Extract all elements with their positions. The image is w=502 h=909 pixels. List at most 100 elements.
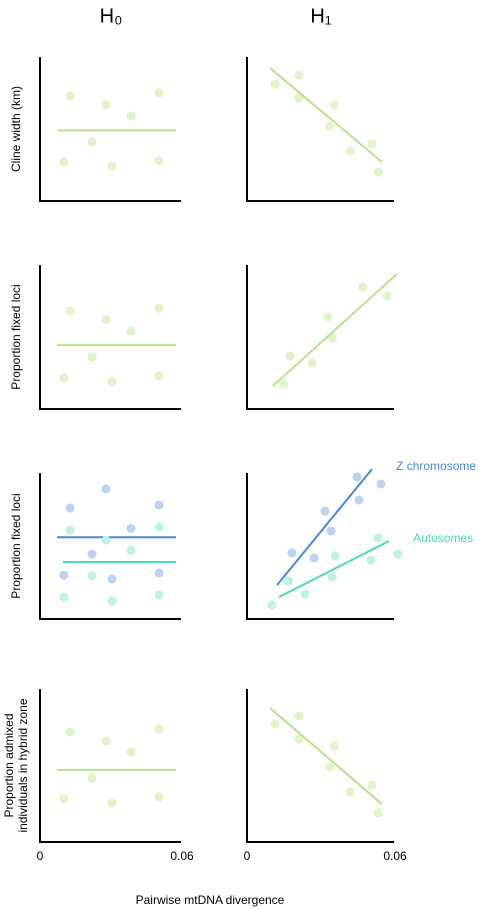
data-point: [376, 479, 386, 489]
data-point: [325, 762, 335, 772]
x-tick-label: 0: [37, 849, 44, 863]
data-point: [329, 100, 339, 110]
y-axis-label: Cline width (km): [9, 86, 23, 172]
data-point: [270, 719, 280, 729]
data-point: [154, 568, 164, 578]
data-point: [367, 780, 377, 790]
data-point: [107, 574, 117, 584]
data-point: [154, 724, 164, 734]
data-point: [330, 551, 340, 561]
panel-title: H₁: [310, 5, 331, 27]
x-tick-label: 0.06: [383, 849, 407, 863]
data-point: [65, 503, 75, 513]
data-point: [345, 787, 355, 797]
data-point: [270, 79, 280, 89]
data-point: [307, 358, 317, 368]
data-point: [294, 734, 304, 744]
x-tick-label: 0.06: [170, 849, 194, 863]
axis: [246, 473, 394, 620]
series-label: Z chromosome: [396, 459, 476, 473]
data-point: [59, 592, 69, 602]
data-point: [154, 590, 164, 600]
fit-line: [276, 468, 373, 586]
axis: [246, 689, 394, 843]
data-point: [126, 111, 136, 121]
data-point: [294, 93, 304, 103]
data-point: [329, 741, 339, 751]
data-point: [126, 747, 136, 757]
fit-line: [269, 67, 383, 163]
data-point: [59, 794, 69, 804]
data-point: [373, 533, 383, 543]
x-tick-label: 0: [244, 849, 251, 863]
data-point: [309, 553, 319, 563]
axis: [246, 265, 394, 410]
data-point: [367, 139, 377, 149]
data-point: [327, 572, 337, 582]
data-point: [101, 100, 111, 110]
data-point: [345, 146, 355, 156]
panel-title: H₀: [100, 5, 123, 27]
data-point: [267, 600, 277, 610]
data-point: [285, 351, 295, 361]
data-point: [126, 545, 136, 555]
data-point: [101, 315, 111, 325]
data-point: [154, 303, 164, 313]
data-point: [154, 792, 164, 802]
data-point: [326, 526, 336, 536]
data-point: [154, 500, 164, 510]
y-axis-label: Proportion admixed: [2, 713, 16, 817]
y-axis-label: individuals in hybrid zone: [16, 698, 30, 832]
data-point: [154, 88, 164, 98]
axis: [246, 57, 394, 202]
data-point: [87, 571, 97, 581]
data-point: [300, 589, 310, 599]
y-axis-label: Proportion fixed loci: [9, 284, 23, 389]
data-point: [323, 312, 333, 322]
data-point: [101, 736, 111, 746]
data-point: [65, 306, 75, 316]
data-point: [126, 523, 136, 533]
data-point: [87, 352, 97, 362]
data-point: [282, 576, 292, 586]
data-point: [126, 326, 136, 336]
data-point: [107, 161, 117, 171]
data-point: [87, 773, 97, 783]
data-point: [107, 596, 117, 606]
data-point: [154, 156, 164, 166]
data-point: [279, 379, 289, 389]
data-point: [287, 548, 297, 558]
data-point: [354, 495, 364, 505]
axis: [39, 265, 181, 410]
data-point: [352, 472, 362, 482]
y-axis-label: Proportion fixed loci: [9, 493, 23, 598]
data-point: [107, 798, 117, 808]
fit-line: [272, 273, 398, 387]
series-label: Autosomes: [413, 531, 473, 545]
data-point: [65, 525, 75, 535]
x-axis-label: Pairwise mtDNA divergence: [136, 893, 285, 907]
data-point: [101, 535, 111, 545]
data-point: [107, 377, 117, 387]
fit-line: [269, 707, 383, 805]
data-point: [294, 70, 304, 80]
data-point: [373, 167, 383, 177]
axis: [39, 473, 181, 620]
data-point: [320, 506, 330, 516]
data-point: [87, 137, 97, 147]
data-point: [393, 549, 403, 559]
data-point: [87, 549, 97, 559]
data-point: [101, 484, 111, 494]
data-point: [294, 711, 304, 721]
data-point: [59, 157, 69, 167]
data-point: [373, 808, 383, 818]
data-point: [358, 282, 368, 292]
data-point: [366, 555, 376, 565]
data-point: [65, 91, 75, 101]
data-point: [59, 373, 69, 383]
data-point: [65, 727, 75, 737]
data-point: [325, 121, 335, 131]
data-point: [382, 291, 392, 301]
data-point: [154, 371, 164, 381]
